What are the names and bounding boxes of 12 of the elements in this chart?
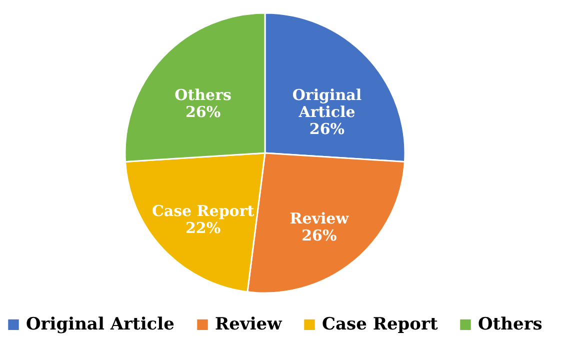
legend-label: Others bbox=[478, 314, 542, 335]
data-label: 26% bbox=[185, 102, 221, 121]
data-label: 22% bbox=[185, 219, 221, 238]
data-label: 26% bbox=[302, 226, 337, 244]
legend-label: Original Article bbox=[26, 314, 175, 335]
legend-label: Case Report bbox=[322, 314, 438, 335]
slice-label: Others bbox=[174, 86, 232, 104]
slice-label: Original Article bbox=[292, 86, 362, 121]
slice-label: Case Report bbox=[152, 202, 254, 220]
legend-label: Review bbox=[215, 314, 282, 335]
data-label: 26% bbox=[309, 120, 345, 138]
slice-label: Review bbox=[290, 209, 350, 228]
